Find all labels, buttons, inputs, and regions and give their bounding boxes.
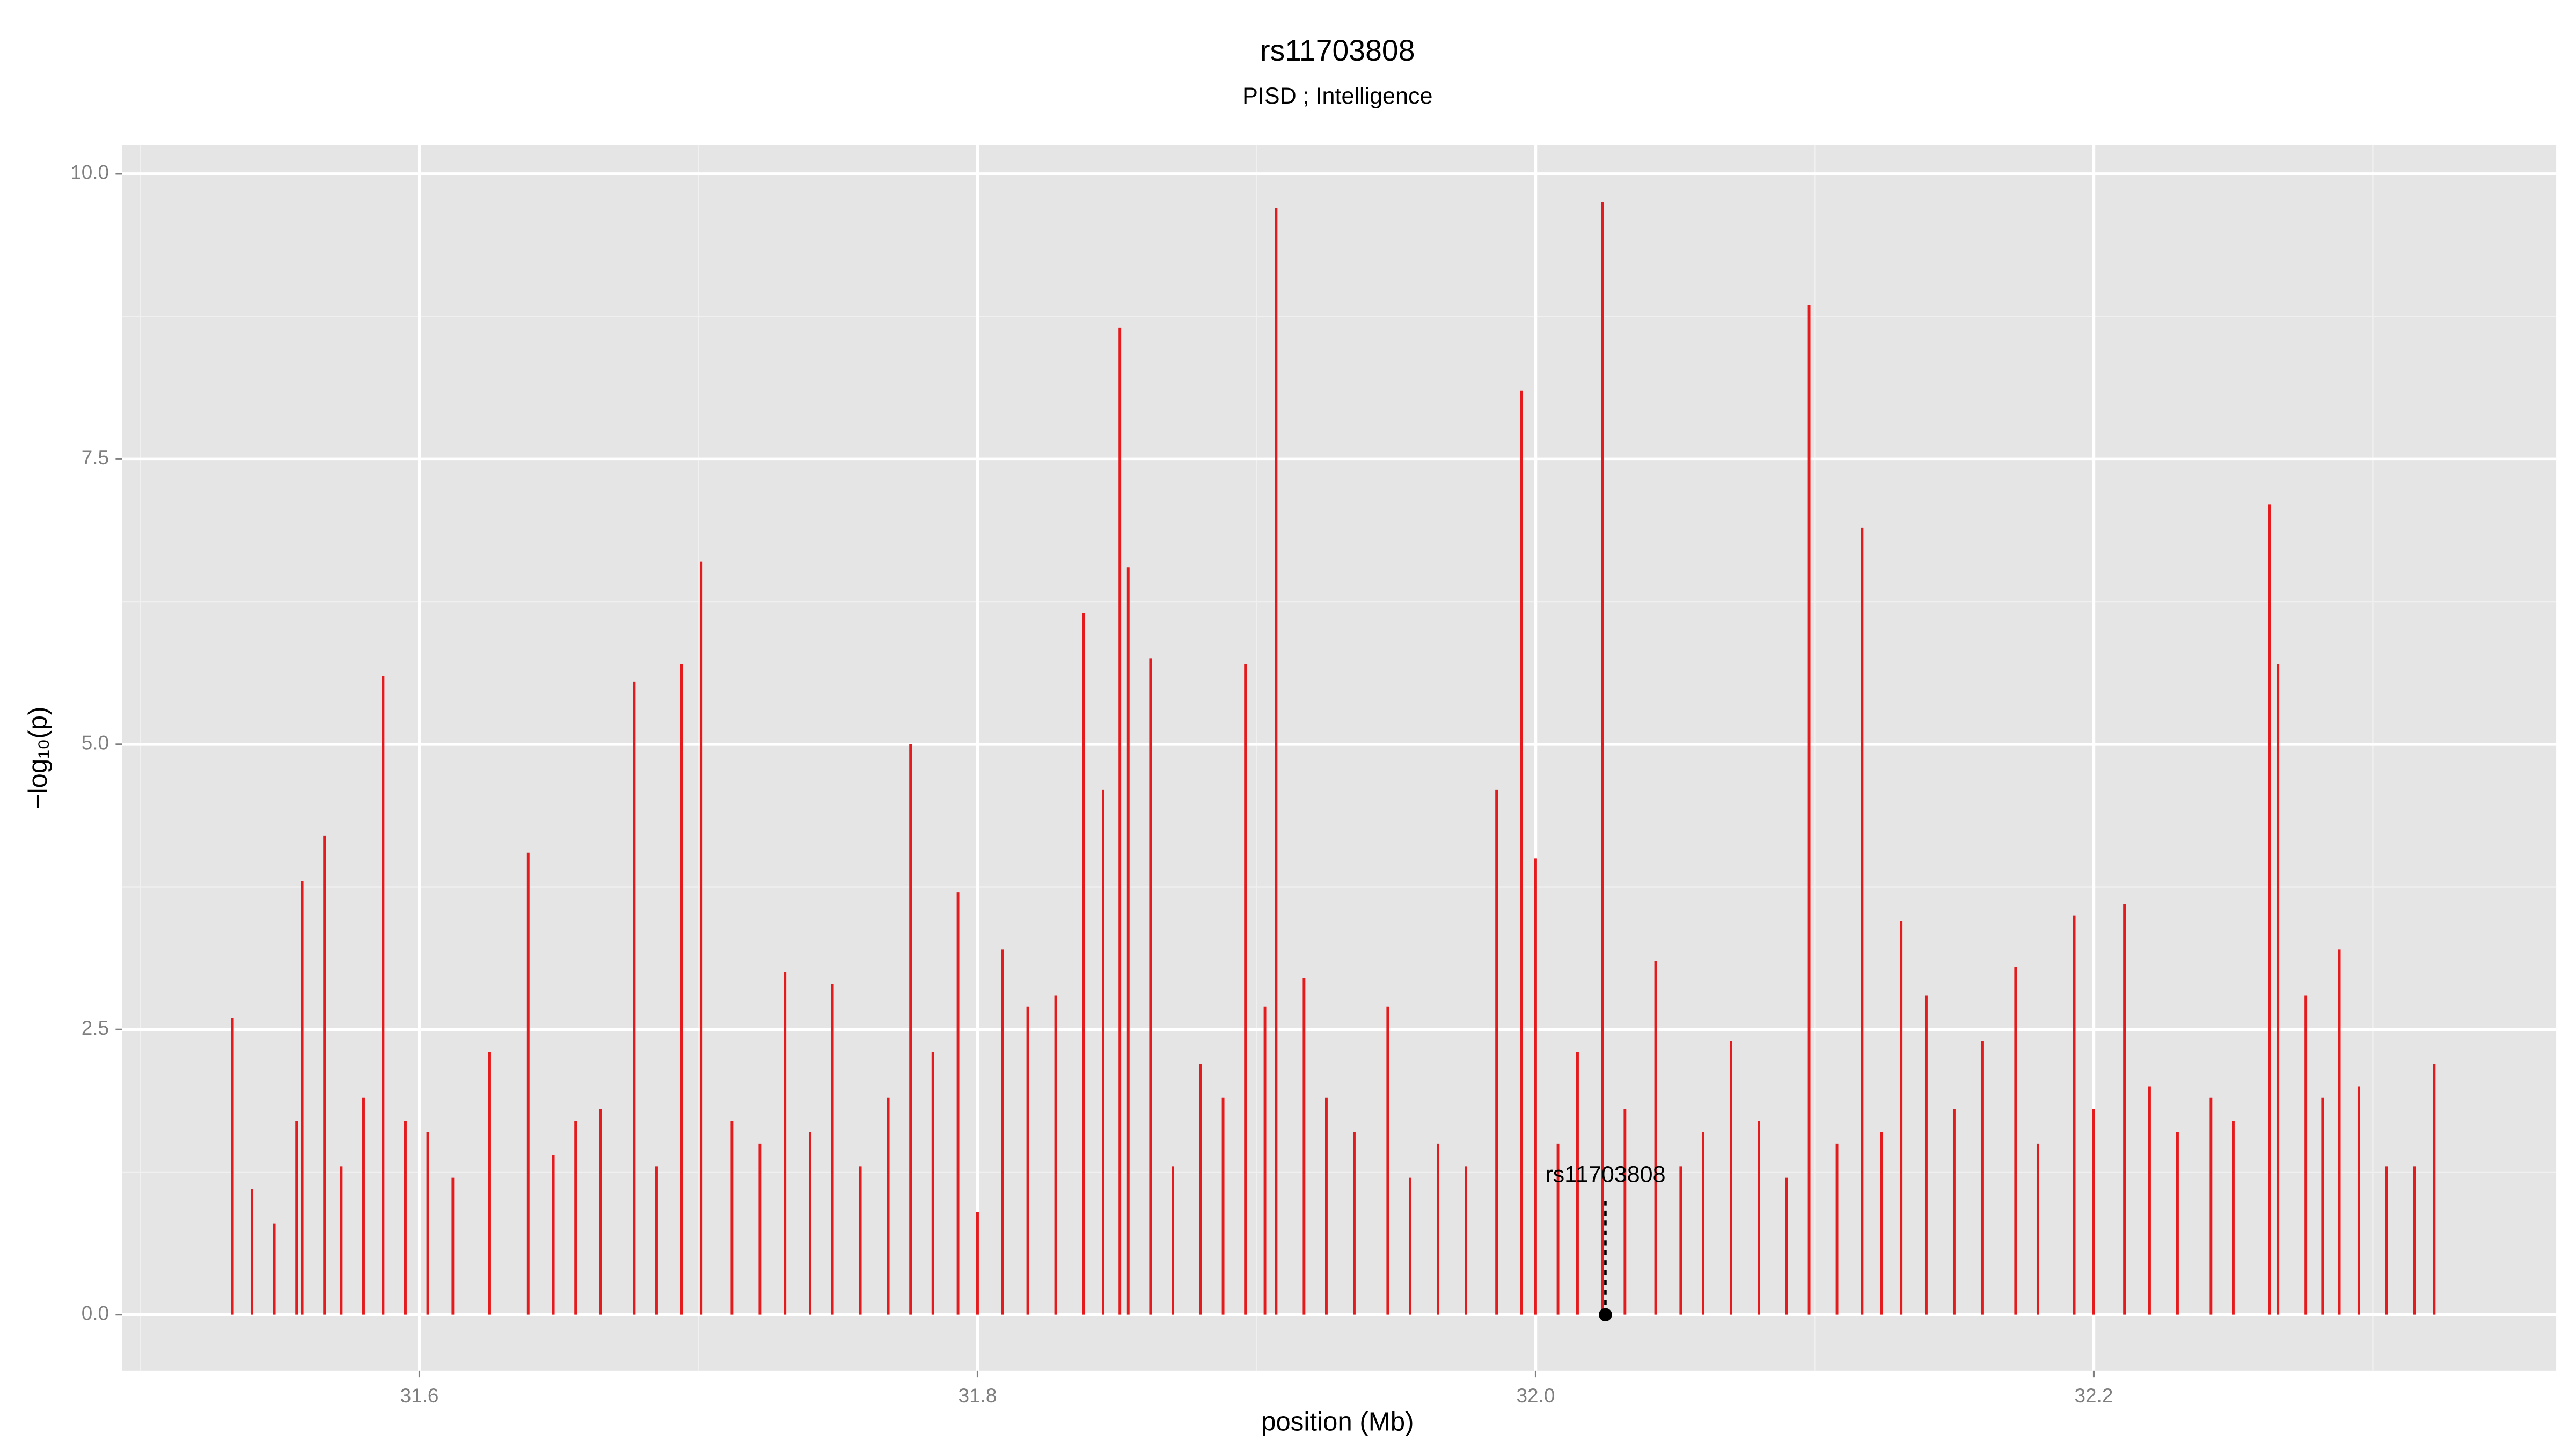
y-tick-label: 2.5 [82, 1017, 109, 1039]
highlight-point [1599, 1308, 1612, 1321]
x-tick-label: 31.8 [958, 1385, 997, 1407]
y-tick-label: 5.0 [82, 732, 109, 754]
axes: 31.6 31.8 32.0 32.2 0.0 2.5 5.0 7.5 10.0 [70, 162, 2113, 1407]
plot-panel [122, 145, 2557, 1371]
x-tick-label: 31.6 [400, 1385, 439, 1407]
y-tick-label: 0.0 [82, 1302, 109, 1324]
highlight-label: rs11703808 [1545, 1162, 1665, 1188]
marks: rs11703808 [231, 202, 2436, 1321]
y-axis-title: −log₁₀(p) [23, 706, 53, 809]
y-tick-label: 7.5 [82, 447, 109, 469]
x-tick-label: 32.2 [2075, 1385, 2113, 1407]
x-tick-label: 32.0 [1517, 1385, 1555, 1407]
y-tick-label: 10.0 [70, 162, 109, 184]
chart-title: rs11703808 [1260, 34, 1415, 67]
x-axis-title: position (Mb) [1261, 1407, 1414, 1436]
chart-subtitle: PISD ; Intelligence [1242, 83, 1432, 109]
